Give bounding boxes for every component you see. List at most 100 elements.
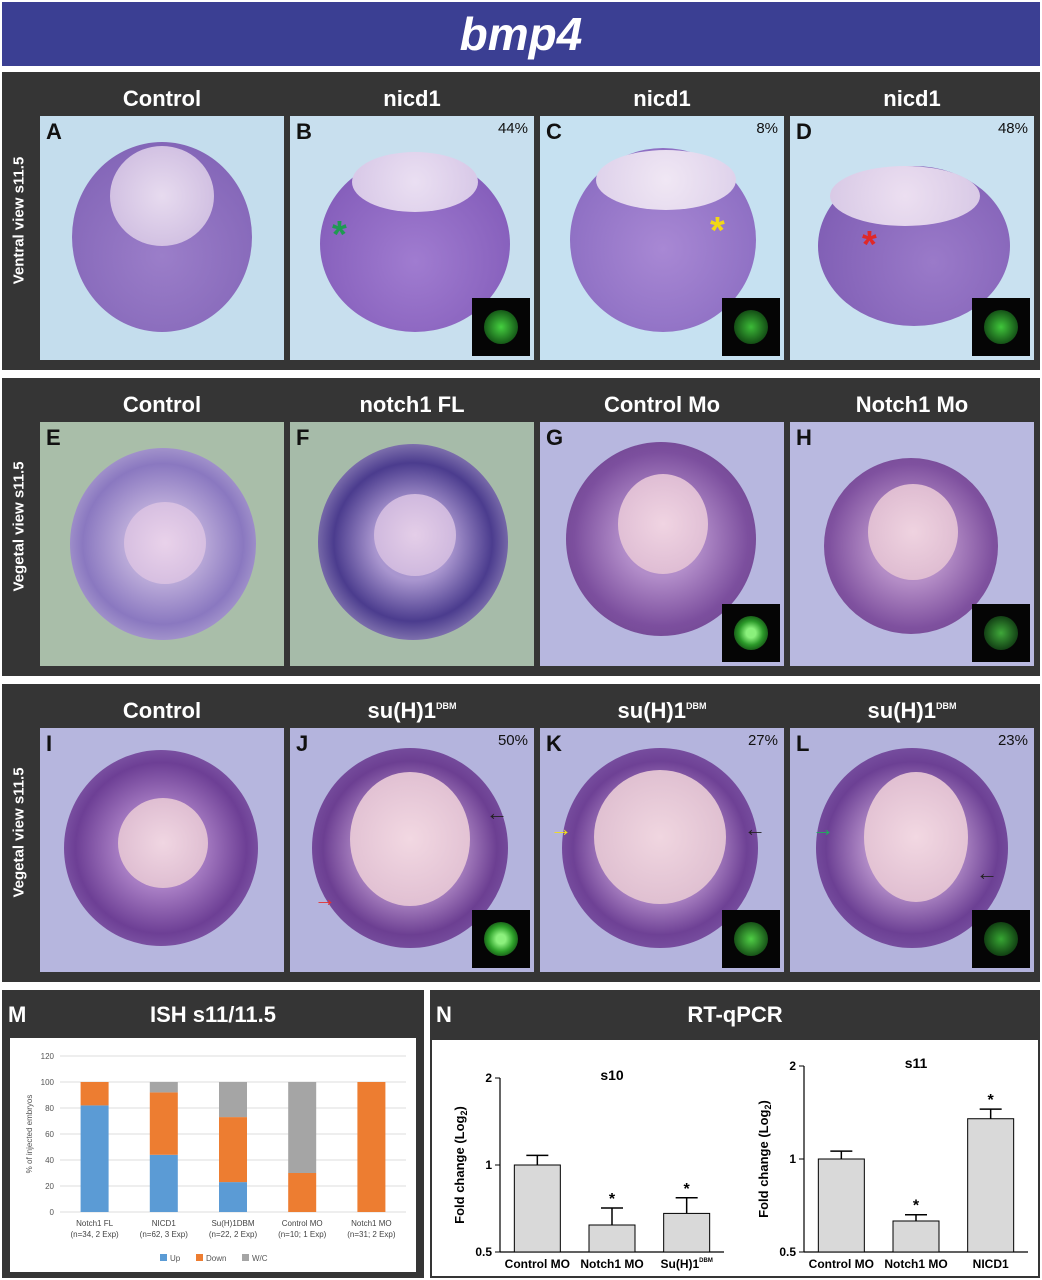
embryo-vegetal-pole	[868, 484, 958, 580]
y-axis-label-text: Fold change (Log	[756, 1109, 771, 1217]
column-title: Control	[122, 392, 202, 417]
bar-segment-down	[149, 1092, 178, 1155]
embryo-animal-cap	[110, 146, 214, 246]
column-title-superscript: DBM	[685, 701, 707, 711]
percentage-label: 23%	[997, 732, 1028, 749]
chart-title: s10	[600, 1067, 624, 1083]
panel-letter: K	[546, 731, 562, 756]
embryo-photo-d: * D 48%	[790, 116, 1034, 360]
embryo-vegetal-pole	[618, 474, 708, 574]
embryo-photo-j: ← → J 50%	[290, 728, 534, 972]
green-arrow-marker: →	[812, 816, 834, 841]
x-tick-note: (n=31; 2 Exp)	[347, 1230, 396, 1239]
row-panel-vegetal-2: Vegetal view s11.5 Control su(H)1DBM su(…	[2, 684, 1040, 982]
column-title: notch1 FL	[359, 392, 465, 417]
x-tick-note: (n=34, 2 Exp)	[70, 1230, 119, 1239]
column-title: Notch1 Mo	[855, 392, 969, 417]
panel-letter: M	[8, 1002, 27, 1027]
bar	[892, 1220, 940, 1253]
column-title-superscript: DBM	[935, 701, 957, 711]
legend-label: Up	[170, 1254, 181, 1263]
y-axis-label-end: )	[452, 1106, 467, 1110]
column-title: Control Mo	[603, 392, 721, 417]
bar-segment-down	[288, 1173, 317, 1212]
x-tick-label: NICD1	[973, 1257, 1009, 1271]
panel-letter: A	[46, 119, 62, 144]
embryo-vegetal-pole	[864, 772, 968, 902]
x-tick-label: NICD1	[152, 1219, 177, 1228]
red-arrow-marker: →	[314, 886, 336, 911]
bar-segment-wc	[219, 1082, 247, 1118]
x-tick-label: Notch1 FL	[76, 1219, 113, 1228]
embryo-photo-g: G	[540, 422, 784, 666]
y-tick-label: 0.5	[779, 1245, 796, 1259]
column-title-text: su(H)1	[867, 698, 936, 723]
embryo-animal-cap	[830, 166, 980, 226]
panel-letter: F	[296, 425, 310, 450]
percentage-label: 8%	[756, 120, 778, 137]
x-tick-label: Control MO	[505, 1257, 570, 1271]
yellow-asterisk-marker: *	[710, 210, 725, 252]
embryo-photo-e: E	[40, 422, 284, 666]
column-title: nicd1	[633, 86, 691, 111]
x-tick-note: (n=62, 3 Exp)	[140, 1230, 189, 1239]
x-tick-label-text: Notch1 MO	[884, 1257, 947, 1271]
column-title-text: Control	[122, 698, 202, 723]
column-title: su(H)1DBM	[290, 698, 534, 724]
x-tick-label-text: Control MO	[505, 1257, 570, 1271]
y-tick-label: 0	[50, 1208, 55, 1217]
x-tick-label-text: Su(H)1	[660, 1257, 699, 1271]
bar	[663, 1212, 711, 1253]
x-tick-label: Notch1 MO	[884, 1257, 947, 1271]
stacked-bar-chart: 0 20 40 60 80 100 120 % of injected embryos Notc…	[10, 1038, 416, 1272]
row-label: Vegetal view s11.5	[10, 461, 28, 592]
y-axis-label: % of injected embryos	[25, 1095, 34, 1174]
legend-label: Down	[206, 1254, 226, 1263]
embryo-photo-b: * B 44%	[290, 116, 534, 360]
red-asterisk-marker: *	[862, 224, 877, 266]
black-arrow-marker: ←	[486, 800, 508, 825]
panel-letter: L	[796, 731, 810, 756]
y-tick-label: 20	[45, 1182, 54, 1191]
row-label: Ventral view s11.5	[10, 156, 28, 285]
bar	[513, 1164, 561, 1253]
column-title: Control	[40, 698, 284, 724]
bar	[817, 1158, 865, 1253]
y-axis-label-end: )	[756, 1100, 771, 1104]
y-tick-label: 60	[45, 1130, 54, 1139]
rt-qpcr-charts: 0.5 1 2 Fold change (Log2) s10 Control MO * Not…	[432, 1040, 1038, 1276]
x-tick-label: Notch1 MO	[351, 1219, 391, 1228]
panel-letter: C	[546, 119, 562, 144]
percentage-label: 48%	[997, 120, 1028, 137]
significance-marker: *	[684, 1181, 691, 1198]
panel-letter: J	[296, 731, 309, 756]
y-axis-label-subscript: 2	[763, 1105, 773, 1110]
bar-segment-up	[149, 1154, 178, 1212]
y-tick-label: 100	[41, 1078, 55, 1087]
x-tick-label: Su(H)1DBM	[660, 1257, 712, 1271]
fluorescence-inset	[972, 910, 1030, 968]
x-tick-label-superscript: DBM	[699, 1258, 713, 1264]
fluorescence-inset	[722, 298, 780, 356]
y-tick-label: 2	[789, 1059, 796, 1073]
legend-swatch	[196, 1254, 203, 1261]
row-label: Vegetal view s11.5	[10, 767, 28, 898]
legend-swatch	[242, 1254, 249, 1261]
fluorescence-inset	[472, 298, 530, 356]
bar-segment-down	[80, 1082, 109, 1106]
embryo-photo-f: F	[290, 422, 534, 666]
fluorescence-inset	[972, 604, 1030, 662]
x-tick-label: Control MO	[809, 1257, 874, 1271]
y-axis-label: Fold change (Log2)	[756, 1100, 773, 1218]
x-tick-note: (n=10; 1 Exp)	[278, 1230, 327, 1239]
bar-segment-up	[80, 1105, 109, 1212]
panel-letter: D	[796, 119, 812, 144]
embryo-photo-h: H	[790, 422, 1034, 666]
y-axis-label-subscript: 2	[459, 1111, 469, 1116]
legend-swatch	[160, 1254, 167, 1261]
panel-title: ISH s11/11.5	[150, 1002, 276, 1027]
column-title-text: su(H)1	[617, 698, 686, 723]
embryo-vegetal-pole	[350, 772, 470, 906]
